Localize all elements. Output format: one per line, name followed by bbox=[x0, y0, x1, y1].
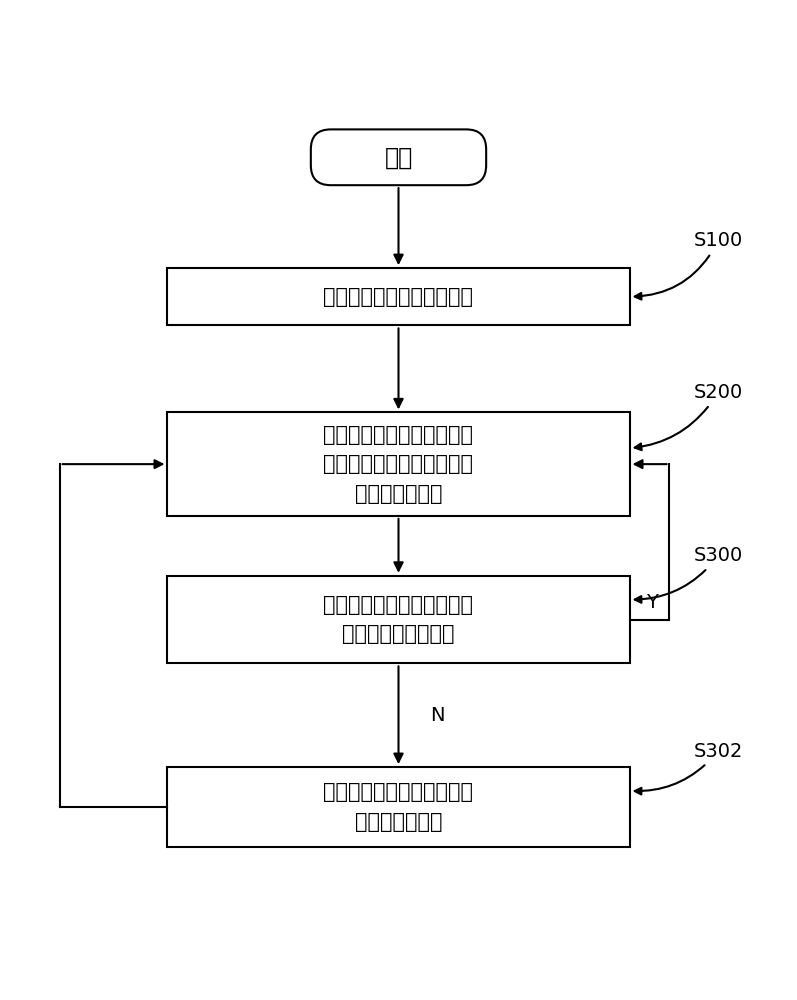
FancyBboxPatch shape bbox=[167, 412, 630, 516]
Text: S200: S200 bbox=[634, 383, 743, 450]
Text: N: N bbox=[430, 706, 445, 725]
FancyBboxPatch shape bbox=[167, 268, 630, 325]
FancyBboxPatch shape bbox=[311, 129, 486, 185]
Text: Y: Y bbox=[646, 593, 658, 612]
Text: S100: S100 bbox=[634, 231, 743, 300]
Text: 处理器对高热加热线圈的电
流进行变频控制: 处理器对高热加热线圈的电 流进行变频控制 bbox=[324, 782, 473, 832]
Text: 红外线传感器检测隔膜机加
热探头的温度，并将温度信
息发送给处理器: 红外线传感器检测隔膜机加 热探头的温度，并将温度信 息发送给处理器 bbox=[324, 425, 473, 504]
Text: 处理器判断温度信息是否处
于预设的温度区间内: 处理器判断温度信息是否处 于预设的温度区间内 bbox=[324, 595, 473, 644]
Text: S302: S302 bbox=[634, 742, 743, 794]
Text: 开始: 开始 bbox=[384, 145, 413, 169]
Text: S300: S300 bbox=[634, 546, 743, 603]
FancyBboxPatch shape bbox=[167, 576, 630, 663]
FancyBboxPatch shape bbox=[167, 767, 630, 847]
Text: 预设一加热烫头的温度区间: 预设一加热烫头的温度区间 bbox=[324, 287, 473, 307]
